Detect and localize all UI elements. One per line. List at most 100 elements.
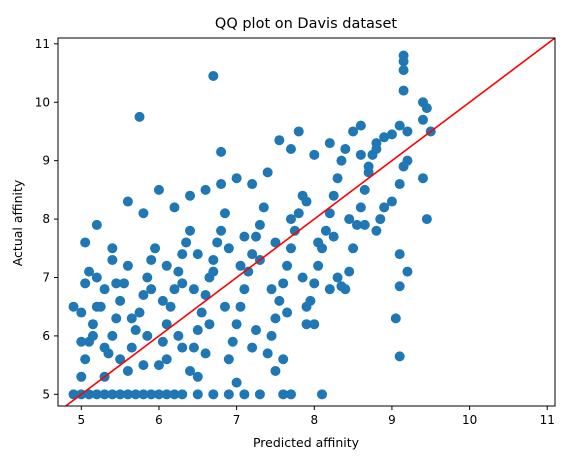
y-tick-label: 8 — [42, 212, 50, 226]
data-point — [231, 377, 242, 388]
data-point — [76, 371, 87, 382]
data-point — [119, 278, 130, 289]
data-point — [80, 354, 91, 365]
data-point — [282, 307, 293, 318]
y-tick-label: 5 — [42, 387, 50, 401]
data-point — [278, 278, 289, 289]
x-tick-label: 5 — [77, 413, 85, 427]
data-point — [239, 284, 250, 295]
data-point — [80, 237, 91, 248]
x-axis-label: Predicted affinity — [253, 435, 360, 450]
data-point — [107, 330, 118, 341]
data-point — [285, 214, 296, 225]
data-point — [208, 70, 219, 81]
data-point — [169, 284, 180, 295]
data-point — [142, 272, 153, 283]
y-tick-label: 10 — [35, 95, 50, 109]
data-point — [417, 114, 428, 125]
data-point — [386, 129, 397, 140]
data-point — [177, 249, 188, 260]
data-point — [379, 132, 390, 143]
data-point — [153, 389, 164, 400]
x-tick-label: 6 — [155, 413, 163, 427]
data-point — [84, 389, 95, 400]
data-points — [68, 50, 436, 400]
data-point — [359, 184, 370, 195]
data-point — [68, 301, 79, 312]
data-point — [138, 360, 149, 371]
data-point — [80, 278, 91, 289]
data-point — [216, 179, 227, 190]
data-point — [297, 272, 308, 283]
data-point — [223, 354, 234, 365]
data-point — [344, 214, 355, 225]
data-point — [185, 365, 196, 376]
data-point — [87, 319, 98, 330]
x-tick-label: 11 — [540, 413, 555, 427]
data-point — [285, 389, 296, 400]
data-point — [115, 389, 126, 400]
data-point — [285, 243, 296, 254]
data-point — [91, 389, 102, 400]
data-point — [235, 301, 246, 312]
data-point — [309, 278, 320, 289]
data-point — [340, 143, 351, 154]
data-point — [216, 225, 227, 236]
chart-title: QQ plot on Davis dataset — [215, 16, 397, 32]
data-point — [165, 301, 176, 312]
data-point — [324, 284, 335, 295]
data-point — [251, 325, 262, 336]
data-point — [76, 307, 87, 318]
data-point — [138, 290, 149, 301]
data-point — [126, 313, 137, 324]
data-point — [231, 173, 242, 184]
data-point — [68, 389, 79, 400]
data-point — [402, 155, 413, 166]
data-point — [336, 155, 347, 166]
data-point — [247, 342, 258, 353]
data-point — [208, 254, 219, 265]
data-point — [344, 266, 355, 277]
data-point — [231, 319, 242, 330]
data-point — [223, 389, 234, 400]
data-point — [320, 225, 331, 236]
data-point — [328, 231, 339, 242]
x-tick-label: 10 — [462, 413, 477, 427]
data-point — [181, 237, 192, 248]
data-point — [192, 249, 203, 260]
data-point — [313, 237, 324, 248]
data-point — [394, 351, 405, 362]
data-point — [130, 325, 141, 336]
data-point — [223, 243, 234, 254]
data-point — [192, 325, 203, 336]
data-point — [161, 260, 172, 271]
data-point — [398, 85, 409, 96]
data-point — [351, 219, 362, 230]
y-tick-label: 11 — [35, 37, 50, 51]
y-axis-ticks: 5 6 7 8 9 10 11 — [35, 37, 58, 401]
data-point — [274, 295, 285, 306]
data-point — [161, 354, 172, 365]
data-point — [161, 389, 172, 400]
data-point — [371, 225, 382, 236]
data-point — [177, 342, 188, 353]
data-point — [107, 254, 118, 265]
data-point — [254, 389, 265, 400]
data-point — [76, 336, 87, 347]
x-tick-label: 8 — [310, 413, 318, 427]
data-point — [87, 330, 98, 341]
data-point — [266, 284, 277, 295]
data-point — [417, 173, 428, 184]
data-point — [200, 184, 211, 195]
data-point — [115, 295, 126, 306]
data-point — [371, 143, 382, 154]
data-point — [324, 208, 335, 219]
data-point — [289, 225, 300, 236]
data-point — [219, 208, 230, 219]
data-point — [348, 126, 359, 137]
data-point — [247, 249, 258, 260]
data-point — [262, 167, 273, 178]
data-point — [355, 149, 366, 160]
